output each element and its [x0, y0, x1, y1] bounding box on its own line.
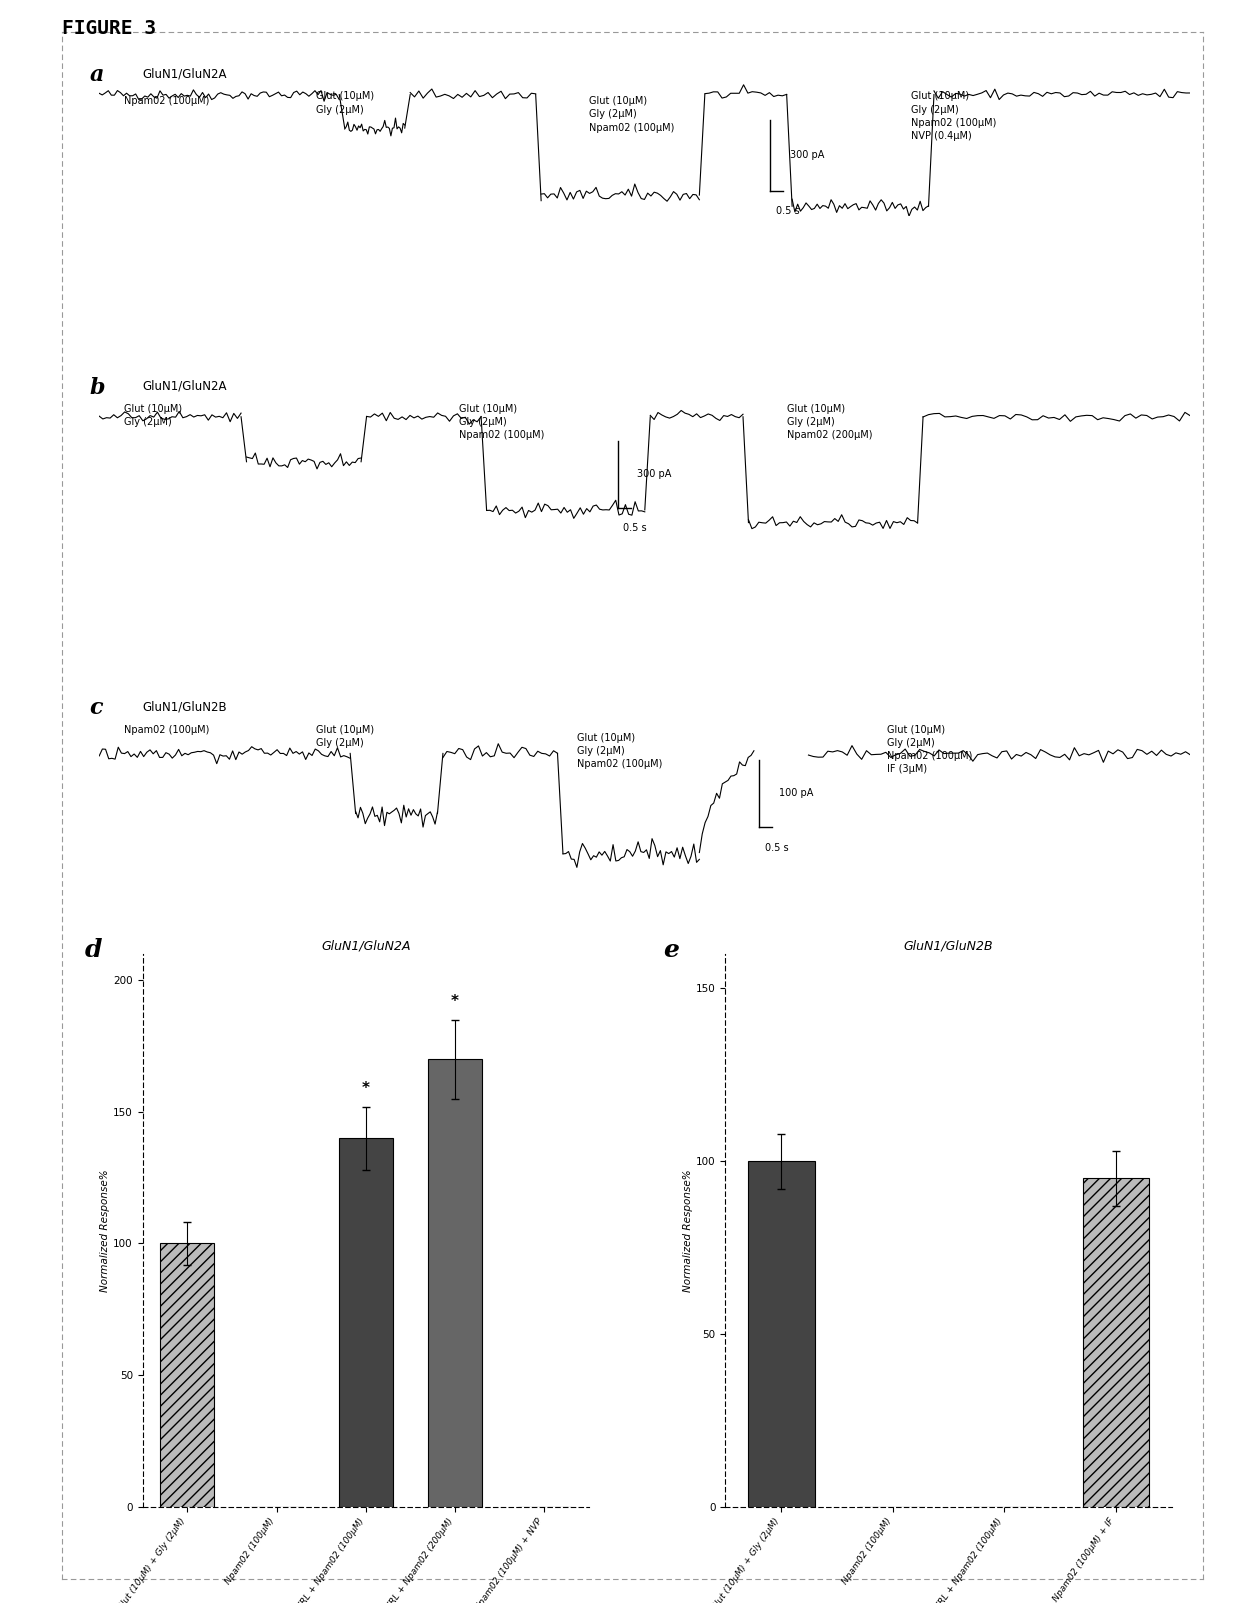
Text: 0.5 s: 0.5 s: [765, 843, 789, 853]
Title: GluN1/GluN2B: GluN1/GluN2B: [904, 939, 993, 952]
Text: Glut (10μM)
Gly (2μM)
Npam02 (100μM): Glut (10μM) Gly (2μM) Npam02 (100μM): [589, 96, 675, 133]
Text: *: *: [451, 994, 459, 1010]
Text: c: c: [89, 697, 103, 720]
Text: a: a: [89, 64, 104, 87]
Text: e: e: [663, 938, 680, 962]
Text: 0.5 s: 0.5 s: [622, 523, 646, 532]
Text: GluN1/GluN2B: GluN1/GluN2B: [143, 701, 227, 713]
Text: Npam02 (100μM): Npam02 (100μM): [124, 725, 210, 734]
Text: GluN1/GluN2A: GluN1/GluN2A: [143, 67, 227, 80]
Text: 0.5 s: 0.5 s: [776, 207, 800, 216]
Text: Glut (10μM)
Gly (2μM): Glut (10μM) Gly (2μM): [124, 404, 182, 426]
Bar: [160, 1244, 215, 1507]
Text: 300 pA: 300 pA: [637, 470, 672, 479]
Text: Npam02 (100μM): Npam02 (100μM): [124, 96, 210, 106]
Text: b: b: [89, 377, 104, 399]
Text: Glut (10μM)
Gly (2μM)
Npam02 (100μM)
IF (3μM): Glut (10μM) Gly (2μM) Npam02 (100μM) IF …: [887, 725, 972, 774]
Bar: [1083, 1178, 1149, 1507]
Text: Glut (10μM)
Gly (2μM): Glut (10μM) Gly (2μM): [316, 725, 374, 747]
Title: GluN1/GluN2A: GluN1/GluN2A: [321, 939, 410, 952]
Bar: [339, 1138, 393, 1507]
Text: Glut (10μM)
Gly (2μM)
Npam02 (100μM)
NVP (0.4μM): Glut (10μM) Gly (2μM) Npam02 (100μM) NVP…: [911, 91, 997, 141]
Text: 100 pA: 100 pA: [779, 789, 813, 798]
Text: Glut (10μM)
Gly (2μM): Glut (10μM) Gly (2μM): [316, 91, 374, 114]
Bar: [428, 1060, 482, 1507]
Text: Glut (10μM)
Gly (2μM)
Npam02 (100μM): Glut (10μM) Gly (2μM) Npam02 (100μM): [459, 404, 544, 441]
Text: *: *: [362, 1080, 370, 1096]
Text: 300 pA: 300 pA: [790, 151, 825, 160]
Bar: [748, 1161, 815, 1507]
Text: GluN1/GluN2A: GluN1/GluN2A: [143, 380, 227, 393]
Y-axis label: Normalized Response%: Normalized Response%: [683, 1169, 693, 1292]
Text: FIGURE 3: FIGURE 3: [62, 19, 156, 38]
Text: d: d: [84, 938, 102, 962]
Text: Glut (10μM)
Gly (2μM)
Npam02 (200μM): Glut (10μM) Gly (2μM) Npam02 (200μM): [787, 404, 873, 441]
Y-axis label: Normalized Response%: Normalized Response%: [100, 1169, 110, 1292]
Text: Glut (10μM)
Gly (2μM)
Npam02 (100μM): Glut (10μM) Gly (2μM) Npam02 (100μM): [577, 733, 662, 769]
